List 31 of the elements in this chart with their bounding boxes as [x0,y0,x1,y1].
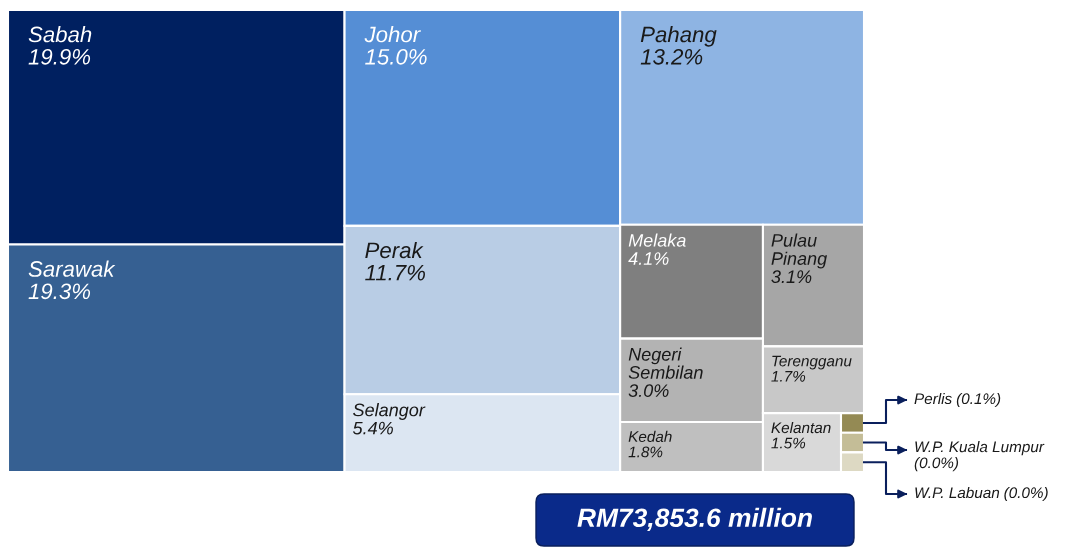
category-label: Negeri Sembilan [628,347,703,379]
data-label: 11.7% [365,264,425,281]
category-label: Terengganu [772,355,852,370]
category-label: Pahang [640,26,717,47]
category-label: Selangor [353,403,426,420]
data-label: 1.7% [771,371,806,382]
data-label: 13.2% [640,48,703,65]
data-label: 19.9% [28,48,91,65]
data-label: 5.4% [352,421,393,435]
category-label: Sabah [28,26,92,43]
data-label: 3.0% [628,384,669,397]
category-label: Perak [365,241,424,259]
category-label: Sarawak [28,260,116,277]
category-label: W.P. Labuan [915,486,1000,499]
data-label: (0.1%) [956,392,1001,408]
data-label: 1.8% [628,446,663,458]
data-label: 15.0% [365,48,427,65]
category-label: Perlis [914,392,952,405]
category-label: Johor [364,26,421,43]
text: RM73,853.6 million [577,507,812,531]
data-label: 1.5% [771,437,806,449]
category-label: W.P. Kuala Lumpur [915,441,1045,456]
data-label: 3.1% [771,270,812,284]
category-label: Pulau Pinang [771,233,827,269]
category-label: Kelantan [771,421,831,434]
data-label: 19.3% [28,283,91,300]
data-label: (0.0%) [1004,486,1048,502]
data-label: (0.0%) [914,457,959,472]
category-label: Melaka [628,233,686,247]
category-label: Kedah [628,430,672,443]
data-label: 4.1% [628,252,669,265]
